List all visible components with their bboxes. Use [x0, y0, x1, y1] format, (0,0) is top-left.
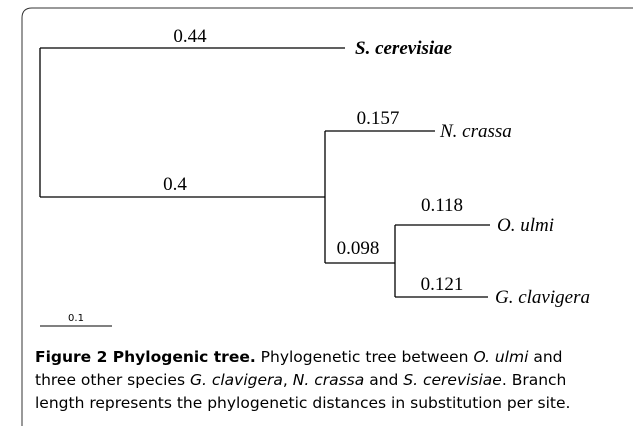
- caption-title: Figure 2 Phylogenic tree.: [35, 348, 256, 366]
- tree: 0.44 S. cerevisiae 0.4 0.157 N. crassa 0…: [39, 26, 590, 327]
- caption-text: ,: [283, 371, 293, 389]
- caption-text: three other species: [35, 371, 190, 389]
- caption-text: . Branch: [502, 371, 567, 389]
- caption-text: and: [364, 371, 403, 389]
- frame: [21, 7, 633, 426]
- caption-text: and: [528, 348, 562, 366]
- caption-species: S. cerevisiae: [403, 371, 502, 389]
- scale-label: 0.1: [68, 313, 84, 324]
- branch-length: 0.118: [421, 195, 463, 216]
- branch-length: 0.098: [337, 238, 380, 259]
- branch-length: 0.44: [173, 26, 207, 47]
- leaf-label: O. ulmi: [497, 215, 554, 236]
- caption-text: length represents the phylogenetic dista…: [35, 394, 570, 412]
- caption: Figure 2 Phylogenic tree. Phylogenetic t…: [35, 348, 570, 412]
- caption-species: G. clavigera: [190, 371, 283, 389]
- caption-species: N. crassa: [293, 371, 365, 389]
- leaf-label: G. clavigera: [495, 287, 590, 308]
- caption-line: length represents the phylogenetic dista…: [35, 394, 570, 412]
- leaf-label: N. crassa: [439, 121, 512, 142]
- caption-line: three other species G. clavigera, N. cra…: [35, 371, 566, 389]
- branch-length: 0.121: [421, 274, 464, 295]
- leaf-label: S. cerevisiae: [355, 38, 453, 59]
- branch-length: 0.157: [357, 108, 400, 129]
- branch-length: 0.4: [163, 174, 187, 195]
- caption-species: O. ulmi: [473, 348, 529, 366]
- caption-line: Figure 2 Phylogenic tree. Phylogenetic t…: [35, 348, 563, 366]
- caption-text: Phylogenetic tree between: [256, 348, 474, 366]
